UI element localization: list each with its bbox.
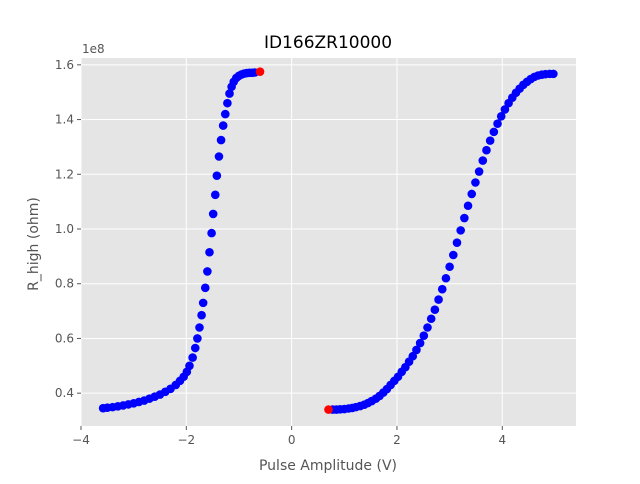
data-point — [220, 109, 230, 119]
data-point — [482, 145, 491, 155]
highlight-point — [324, 405, 333, 414]
chart-title: ID166ZR10000 — [264, 33, 392, 53]
x-axis-label: Pulse Amplitude (V) — [259, 458, 397, 474]
data-point — [496, 111, 506, 121]
x-tick-label: 2 — [393, 433, 401, 447]
data-point — [412, 345, 421, 355]
data-point — [197, 310, 206, 320]
data-point — [203, 267, 212, 276]
data-point — [430, 305, 440, 315]
y-tick-label: 1.0 — [55, 222, 74, 236]
data-point — [471, 178, 480, 187]
data-point — [208, 209, 218, 219]
y-tick-label: 0.6 — [55, 331, 74, 345]
x-tick-label: −2 — [177, 433, 195, 447]
x-tick-label: 4 — [498, 433, 506, 447]
data-point — [426, 314, 436, 324]
data-point — [474, 167, 484, 176]
data-point — [185, 361, 194, 371]
highlight-point — [255, 67, 265, 76]
data-point — [434, 295, 443, 304]
data-point — [549, 69, 558, 79]
data-point — [467, 189, 477, 199]
data-point — [195, 323, 204, 332]
data-point — [218, 121, 228, 130]
data-point — [193, 334, 202, 343]
data-point — [212, 171, 222, 180]
y-tick-label: 1.4 — [55, 113, 74, 127]
data-point — [408, 351, 418, 361]
y-tick-label: 1.2 — [55, 167, 74, 181]
data-point — [200, 283, 210, 293]
data-points — [98, 67, 558, 414]
y-tick-label: 0.8 — [55, 277, 74, 291]
data-point — [419, 331, 429, 341]
data-point — [445, 262, 454, 272]
data-point — [441, 273, 451, 283]
data-point — [485, 136, 495, 145]
data-point — [478, 156, 488, 165]
data-point — [415, 338, 425, 348]
data-point — [223, 98, 232, 108]
x-axis-ticks: −4 −2 0 2 4 — [72, 426, 506, 447]
data-point — [225, 89, 234, 98]
data-point — [489, 127, 499, 137]
data-point — [500, 105, 510, 114]
data-point — [216, 135, 226, 145]
y-tick-label: 1.6 — [55, 58, 74, 72]
data-point — [190, 343, 200, 353]
data-point — [198, 298, 208, 308]
x-tick-label: 0 — [288, 433, 296, 447]
data-point — [423, 323, 432, 332]
x-tick-label: −4 — [72, 433, 90, 447]
data-point — [205, 247, 214, 257]
data-point — [456, 226, 465, 235]
data-point — [449, 250, 458, 260]
y-axis-offset-label: 1e8 — [82, 42, 105, 56]
data-point — [493, 119, 502, 128]
y-tick-label: 0.4 — [55, 386, 74, 400]
data-point — [463, 201, 473, 211]
y-axis-ticks: 0.4 0.6 0.8 1.0 1.2 1.4 1.6 — [55, 58, 81, 400]
data-point — [214, 152, 224, 161]
data-point — [460, 213, 469, 223]
y-axis-label: R_high (ohm) — [26, 197, 42, 291]
data-point — [210, 190, 220, 200]
data-point — [437, 284, 447, 294]
data-point — [452, 238, 462, 247]
data-point — [207, 228, 216, 238]
data-point — [188, 353, 197, 362]
